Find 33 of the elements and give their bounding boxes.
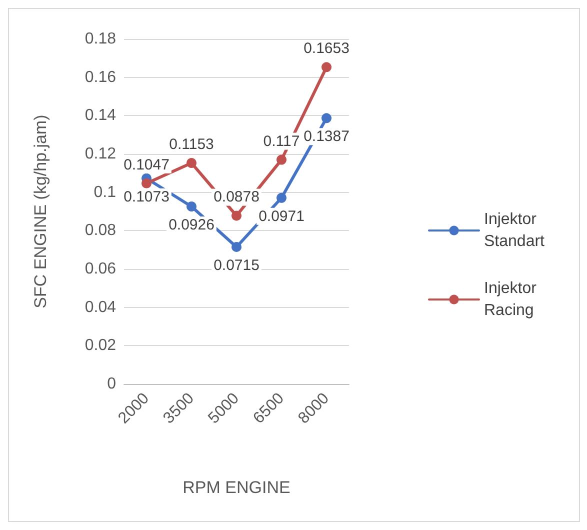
point — [186, 158, 196, 168]
y-axis-title: SFC ENGINE (kg/hp.jam) — [31, 114, 50, 308]
data-label: 0.0715 — [214, 256, 260, 274]
data-label: 0.117 — [263, 132, 300, 150]
x-axis-title: RPM ENGINE — [182, 478, 290, 497]
y-tick-label: 0.14 — [84, 107, 116, 124]
legend-label: Injektor Standart — [484, 211, 546, 250]
point — [186, 202, 196, 212]
y-tick-label: 0 — [107, 376, 116, 392]
point — [232, 210, 242, 221]
data-label: 0.1153 — [169, 136, 214, 154]
point — [276, 192, 286, 203]
data-label: 0.0971 — [258, 208, 304, 225]
y-tick-label: 0.06 — [84, 260, 116, 278]
y-tick-label: 0.04 — [84, 298, 116, 316]
data-label: 0.0878 — [214, 188, 260, 206]
y-tick-label: 0.1 — [94, 184, 116, 201]
y-tick-label: 0.16 — [84, 68, 116, 86]
point — [322, 62, 332, 72]
y-tick-label: 0.18 — [84, 30, 116, 48]
point — [142, 178, 152, 188]
y-tick-label: 0.12 — [84, 146, 116, 162]
y-tick-label: 0.02 — [84, 337, 116, 354]
data-label: 0.1653 — [304, 40, 350, 58]
point — [232, 242, 242, 252]
data-label: 0.1387 — [304, 128, 350, 146]
data-label: 0.0926 — [168, 216, 214, 234]
data-label: 0.1047 — [124, 156, 170, 174]
legend-label: Injektor Racing — [484, 280, 541, 319]
point — [276, 154, 286, 165]
point — [322, 113, 332, 124]
data-label: 0.1073 — [124, 188, 170, 206]
y-tick-label: 0.08 — [84, 222, 116, 240]
